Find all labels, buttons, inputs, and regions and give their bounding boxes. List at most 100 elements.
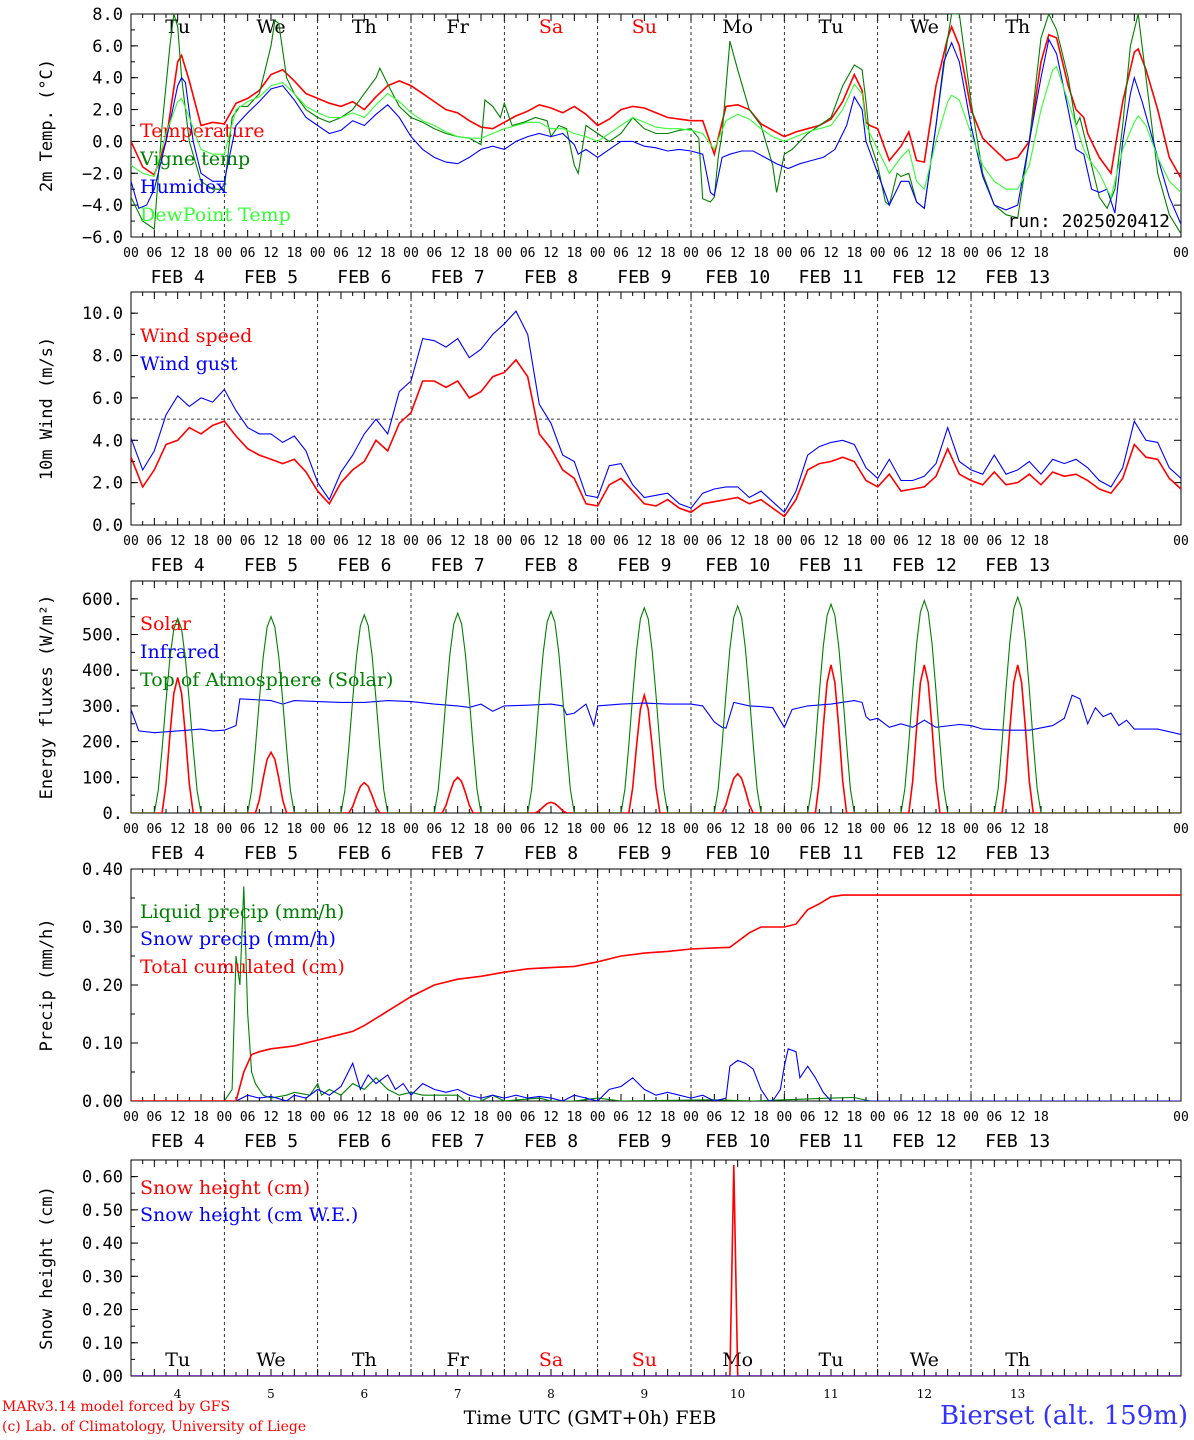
legend-infrared: Infrared [140, 641, 220, 663]
weekday-label: Mo [722, 16, 753, 38]
series-snow-height-cm- [131, 1164, 1181, 1376]
date-label: FEB 7 [431, 843, 485, 864]
hour-tick-label: 06 [893, 1110, 909, 1125]
weekday-label: Su [632, 1349, 657, 1371]
weekday-label: We [256, 16, 285, 38]
panel-wind: 10.0 8.0 6.0 4.0 2.0 0.0 10m Wind (m/s) 00 06 12 1… [37, 291, 1189, 576]
series-total-cumulated-cm- [131, 894, 1181, 1101]
hour-tick-label: 00 [590, 534, 606, 549]
y-tick-label: 2.0 [92, 101, 123, 121]
hour-tick-label: 06 [427, 822, 443, 837]
hour-tick-label: 18 [287, 534, 303, 549]
hour-tick-label: 06 [800, 1110, 816, 1125]
y-tick-label: 600. [82, 590, 123, 610]
hour-tick-label: 06 [147, 246, 163, 261]
hour-tick-label: 00 [217, 534, 233, 549]
panel-snow: 0.60 0.50 0.40 0.30 0.20 0.10 0.00 Snow height … [37, 1159, 1182, 1401]
y-tick-label: 0.60 [82, 1168, 123, 1188]
day-number-label: 7 [454, 1387, 462, 1401]
date-label: FEB 5 [244, 1131, 298, 1152]
hour-tick-label: 18 [287, 822, 303, 837]
hour-tick-label: 00 [497, 246, 513, 261]
hour-tick-label: 06 [707, 246, 723, 261]
legend-snow-height-cm-w-e-: Snow height (cm W.E.) [140, 1204, 358, 1226]
hour-tick-label: 06 [333, 534, 349, 549]
hour-tick-label: 00 [683, 1110, 699, 1125]
hour-tick-label: 12 [543, 246, 559, 261]
hour-tick-label: 18 [193, 246, 209, 261]
hour-tick-label: 00 [497, 1110, 513, 1125]
hour-tick-label: 06 [240, 246, 256, 261]
y-tick-label: 0.00 [82, 1092, 123, 1112]
series-wind-gust [131, 310, 1181, 514]
y-tick-label: 0.30 [82, 918, 123, 938]
hour-tick-label: 06 [147, 1110, 163, 1125]
date-label: FEB 7 [431, 555, 485, 576]
date-label: FEB 13 [985, 555, 1050, 576]
hour-tick-label: 00 [497, 534, 513, 549]
date-label: FEB 6 [337, 267, 391, 288]
run-label: run: 2025020412 [1007, 211, 1170, 232]
hour-tick-label: 18 [753, 246, 769, 261]
legend-top-of-atmosphere-solar-: Top of Atmosphere (Solar) [140, 669, 393, 691]
hour-tick-label: 06 [613, 246, 629, 261]
date-label: FEB 11 [798, 267, 863, 288]
hour-tick-label: 18 [940, 822, 956, 837]
weekday-label: Tu [165, 1349, 190, 1371]
y-tick-label: 0.0 [92, 132, 123, 152]
hour-tick-label: 18 [287, 1110, 303, 1125]
hour-tick-label: 18 [473, 1110, 489, 1125]
hour-tick-label: 18 [473, 822, 489, 837]
date-label: FEB 13 [985, 843, 1050, 864]
hour-tick-label: 06 [987, 246, 1003, 261]
hour-tick-label: 06 [987, 1110, 1003, 1125]
hour-tick-label: 18 [660, 534, 676, 549]
hour-tick-label: 12 [917, 534, 933, 549]
hour-tick-label: 00 [217, 822, 233, 837]
hour-tick-label: 00 [123, 246, 139, 261]
legend-liquid-precip-mm-h-: Liquid precip (mm/h) [140, 901, 344, 923]
date-label: FEB 7 [431, 1131, 485, 1152]
day-number-label: 10 [730, 1387, 745, 1401]
y-axis-label: 10m Wind (m/s) [37, 337, 57, 480]
date-label: FEB 10 [705, 555, 770, 576]
legend-humidex: Humidex [140, 176, 227, 198]
hour-tick-label: 18 [473, 246, 489, 261]
date-label: FEB 4 [151, 1131, 205, 1152]
model-credit: MARv3.14 model forced by GFS [2, 1399, 231, 1415]
hour-tick-label: 18 [847, 822, 863, 837]
day-number-label: 11 [823, 1387, 838, 1401]
series-humidex [131, 37, 1181, 225]
hour-tick-label: 06 [987, 534, 1003, 549]
hour-tick-label: 12 [170, 534, 186, 549]
hour-tick-label: 00 [870, 534, 886, 549]
hour-tick-label: 18 [940, 534, 956, 549]
hour-tick-label: 18 [847, 1110, 863, 1125]
hour-tick-label: 06 [240, 1110, 256, 1125]
hour-tick-label: 12 [823, 534, 839, 549]
hour-tick-label: 00 [963, 534, 979, 549]
hour-tick-label: 06 [613, 1110, 629, 1125]
date-label: FEB 7 [431, 267, 485, 288]
weekday-label: Th [352, 1349, 377, 1371]
date-label: FEB 5 [244, 843, 298, 864]
hour-tick-label: 00 [777, 246, 793, 261]
hour-tick-label: 12 [357, 246, 373, 261]
hour-tick-label: 06 [333, 1110, 349, 1125]
date-label: FEB 13 [985, 1131, 1050, 1152]
hour-tick-label: 06 [520, 534, 536, 549]
date-label: FEB 6 [337, 555, 391, 576]
y-axis-label: Precip (mm/h) [37, 918, 57, 1051]
hour-tick-label: 12 [730, 246, 746, 261]
legend-snow-height-cm-: Snow height (cm) [140, 1177, 310, 1199]
hour-tick-label: 18 [380, 246, 396, 261]
date-label: FEB 9 [617, 267, 671, 288]
hour-tick-label: 00 [217, 1110, 233, 1125]
date-label: FEB 10 [705, 1131, 770, 1152]
hour-tick-label: 06 [613, 822, 629, 837]
hour-tick-label: 06 [893, 822, 909, 837]
hour-tick-label: 00 [870, 1110, 886, 1125]
hour-tick-label: 12 [263, 246, 279, 261]
y-tick-label: 0.20 [82, 1301, 123, 1321]
